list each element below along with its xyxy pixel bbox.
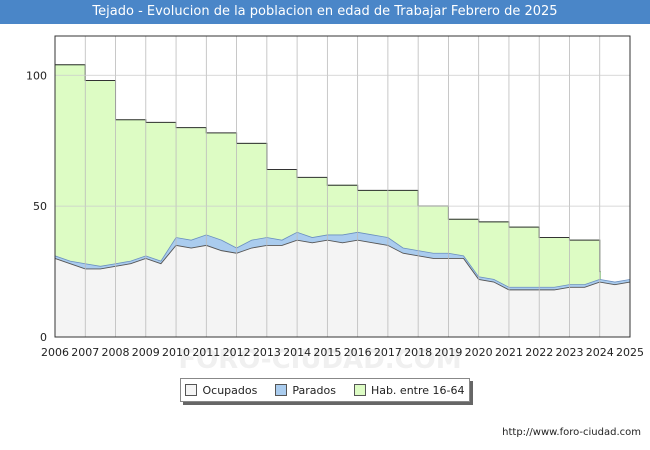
x-tick-label: 2015 [313, 346, 341, 359]
x-tick-label: 2007 [71, 346, 99, 359]
x-tick-label: 2023 [555, 346, 583, 359]
x-tick-label: 2013 [253, 346, 281, 359]
legend-item-ocupados: Ocupados [185, 384, 257, 397]
legend-swatch-parados [275, 384, 288, 396]
plot-border [54, 35, 631, 338]
axis-layer [54, 35, 631, 338]
x-tick-label: 2006 [41, 346, 69, 359]
x-tick-label: 2024 [586, 346, 614, 359]
x-tick-label: 2021 [495, 346, 523, 359]
y-tick-label: 100 [26, 69, 47, 82]
legend-item-habitantes: Hab. entre 16-64 [353, 383, 465, 397]
watermark-layer: FORO-CIUDAD.COM [178, 345, 461, 375]
series-ocupados-line [54, 239, 631, 291]
legend-swatch-ocupados [185, 384, 198, 396]
watermark-text: FORO-CIUDAD.COM [178, 345, 461, 375]
y-tick-label: 50 [33, 200, 47, 213]
x-tick-label: 2010 [162, 346, 190, 359]
legend-item-parados: Parados [275, 384, 336, 397]
x-tick-label: 2018 [404, 346, 432, 359]
x-tick-label: 2022 [525, 346, 553, 359]
x-tick-label: 2012 [223, 346, 251, 359]
x-tick-label: 2019 [434, 346, 462, 359]
y-tick-label: 0 [40, 331, 47, 344]
x-tick-label: 2017 [374, 346, 402, 359]
legend-label-ocupados: Ocupados [202, 383, 258, 397]
footer-url-link[interactable]: http://www.foro-ciudad.com [502, 427, 641, 438]
x-tick-label: 2008 [102, 346, 130, 359]
legend-label-parados: Parados [292, 383, 336, 397]
x-tick-label: 2011 [192, 346, 220, 359]
x-tick-label: 2009 [132, 346, 160, 359]
x-tick-label: 2016 [344, 346, 372, 359]
legend: Ocupados Parados Hab. entre 16-64 [180, 378, 470, 402]
legend-label-habitantes: Hab. entre 16-64 [370, 383, 465, 397]
chart-title: Tejado - Evolucion de la poblacion en ed… [0, 0, 650, 24]
x-tick-label: 2025 [616, 346, 644, 359]
x-tick-label: 2014 [283, 346, 311, 359]
series-ocupados-area [55, 240, 630, 337]
legend-swatch-habitantes [353, 384, 366, 396]
x-tick-label: 2020 [465, 346, 493, 359]
